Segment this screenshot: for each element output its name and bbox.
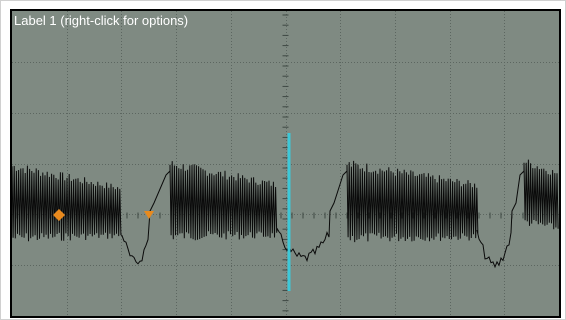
- scope-label[interactable]: Label 1 (right-click for options): [14, 13, 189, 28]
- marker-diamond-icon: [53, 209, 65, 221]
- waveform-trace: [12, 159, 559, 269]
- marker-triangle-icon: [144, 211, 154, 219]
- oscilloscope-display[interactable]: Label 1 (right-click for options): [10, 9, 561, 318]
- waveform-canvas[interactable]: [12, 11, 559, 316]
